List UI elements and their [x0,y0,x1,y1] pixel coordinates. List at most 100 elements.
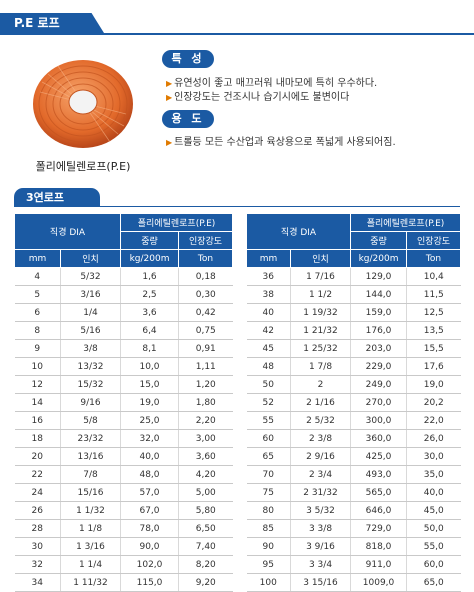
table-cell: 8,1 [120,339,179,358]
table-cell: 30,0 [406,447,461,466]
table-cell: 40 [246,303,291,322]
table-cell: 78,0 [120,519,179,538]
section-tab: 3연로프 [14,188,100,207]
table-cell: 34 [14,573,61,592]
table-cell: 9 [14,339,61,358]
table-cell: 38 [246,285,291,304]
table-cell: 20 [14,447,61,466]
table-cell: 40,0 [406,483,461,502]
table-cell: 565,0 [350,483,407,502]
table-cell: 19,0 [120,393,179,412]
table-row: 45 1 25/32 203,0 15,5 [246,339,461,358]
table-cell: 67,0 [120,501,179,520]
strength-header: 인장강도 [406,231,462,250]
table-cell: 2 [289,375,351,394]
table-cell: 85 [246,519,291,538]
table-row: 75 2 31/32 565,0 40,0 [246,483,461,502]
table-cell: 1 11/32 [59,573,121,592]
section-divider [14,206,460,207]
table-cell: 176,0 [350,321,407,340]
table-row: 22 7/8 48,0 4,20 [14,465,233,484]
diameter-header: 직경 DIA [13,213,122,250]
table-row: 20 13/16 40,0 3,60 [14,447,233,466]
table-row: 95 3 3/4 911,0 60,0 [246,555,461,574]
table-row: 12 15/32 15,0 1,20 [14,375,233,394]
table-cell: 55,0 [406,537,461,556]
table-row: 8 5/16 6,4 0,75 [14,321,233,340]
features-heading: 특 성 [162,50,214,68]
weight-unit-header: kg/200m [350,249,408,268]
table-row: 85 3 3/8 729,0 50,0 [246,519,461,538]
table-row: 52 2 1/16 270,0 20,2 [246,393,461,412]
table-cell: 818,0 [350,537,407,556]
table-cell: 36 [246,267,291,286]
table-cell: 5/8 [59,411,121,430]
section-title: 3연로프 [26,191,65,204]
table-cell: 7/8 [59,465,121,484]
table-cell: 229,0 [350,357,407,376]
table-cell: 0,91 [178,339,233,358]
table-cell: 1 7/8 [289,357,351,376]
table-cell: 19,0 [406,375,461,394]
table-cell: 32,0 [120,429,179,448]
table-cell: 3/16 [59,285,121,304]
table-cell: 90 [246,537,291,556]
table-cell: 3 15/16 [289,573,351,592]
table-cell: 65 [246,447,291,466]
table-cell: 13/16 [59,447,121,466]
table-cell: 3/8 [59,339,121,358]
table-cell: 0,75 [178,321,233,340]
table-row: 34 1 11/32 115,0 9,20 [14,573,233,592]
table-cell: 100 [246,573,291,592]
table-cell: 8,20 [178,555,233,574]
page-title: P.E 로프 [14,16,60,30]
table-cell: 45,0 [406,501,461,520]
table-cell: 25,0 [120,411,179,430]
table-cell: 15,5 [406,339,461,358]
table-cell: 1 1/32 [59,501,121,520]
mm-header: mm [14,249,61,268]
table-row: 55 2 5/32 300,0 22,0 [246,411,461,430]
table-cell: 42 [246,321,291,340]
table-cell: 50 [246,375,291,394]
table-cell: 26 [14,501,61,520]
table-cell: 1 21/32 [289,321,351,340]
table-cell: 26,0 [406,429,461,448]
page-header-tab: P.E 로프 [0,13,104,33]
table-cell: 60,0 [406,555,461,574]
table-cell: 9/16 [59,393,121,412]
table-cell: 6 [14,303,61,322]
table-row: 32 1 1/4 102,0 8,20 [14,555,233,574]
table-cell: 2 3/4 [289,465,351,484]
table-row: 90 3 9/16 818,0 55,0 [246,537,461,556]
table-row: 65 2 9/16 425,0 30,0 [246,447,461,466]
table-cell: 911,0 [350,555,407,574]
table-cell: 22 [14,465,61,484]
table-cell: 493,0 [350,465,407,484]
table-row: 16 5/8 25,0 2,20 [14,411,233,430]
table-cell: 249,0 [350,375,407,394]
table-row: 50 2 249,0 19,0 [246,375,461,394]
triangle-right-icon: ▶ [166,79,173,88]
table-cell: 5/32 [59,267,121,286]
table-row: 4 5/32 1,6 0,18 [14,267,233,286]
table-cell: 1 25/32 [289,339,351,358]
table-cell: 30 [14,537,61,556]
strength-unit-header: Ton [178,249,234,268]
table-cell: 17,6 [406,357,461,376]
table-row: 5 3/16 2,5 0,30 [14,285,233,304]
table-cell: 1 1/4 [59,555,121,574]
table-row: 80 3 5/32 646,0 45,0 [246,501,461,520]
table-cell: 1 1/8 [59,519,121,538]
table-cell: 13,5 [406,321,461,340]
table-cell: 90,0 [120,537,179,556]
table-cell: 12 [14,375,61,394]
table-cell: 2 1/16 [289,393,351,412]
table-row: 100 3 15/16 1009,0 65,0 [246,573,461,592]
table-cell: 18 [14,429,61,448]
feature-bullet-1: ▶ 유연성이 좋고 매끄러워 내마모에 특히 우수하다. [166,78,378,89]
table-cell: 50,0 [406,519,461,538]
spec-table-right: 직경 DIA 폴리에틸렌로프(P.E) 중량 인장강도 mm 인치 kg/200… [245,213,462,592]
table-cell: 5,80 [178,501,233,520]
rope-coil-image [28,52,138,152]
